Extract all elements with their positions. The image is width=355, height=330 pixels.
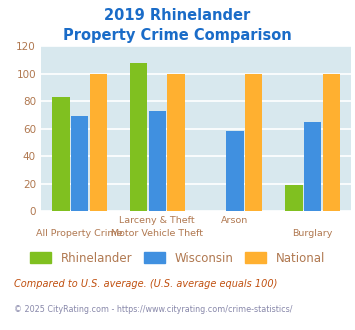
Text: © 2025 CityRating.com - https://www.cityrating.com/crime-statistics/: © 2025 CityRating.com - https://www.city… — [14, 305, 293, 314]
Text: Compared to U.S. average. (U.S. average equals 100): Compared to U.S. average. (U.S. average … — [14, 279, 278, 289]
Text: Motor Vehicle Theft: Motor Vehicle Theft — [111, 229, 203, 238]
Text: Property Crime Comparison: Property Crime Comparison — [63, 28, 292, 43]
Bar — [89, 74, 107, 211]
Text: All Property Crime: All Property Crime — [37, 229, 123, 238]
Bar — [323, 74, 340, 211]
Text: Larceny & Theft: Larceny & Theft — [120, 216, 195, 225]
Bar — [226, 131, 244, 211]
Text: Arson: Arson — [221, 216, 248, 225]
Bar — [245, 74, 262, 211]
Legend: Rhinelander, Wisconsin, National: Rhinelander, Wisconsin, National — [25, 247, 330, 269]
Text: Burglary: Burglary — [293, 229, 333, 238]
Text: 2019 Rhinelander: 2019 Rhinelander — [104, 8, 251, 23]
Bar — [130, 63, 147, 211]
Bar — [71, 116, 88, 211]
Bar — [149, 111, 166, 211]
Bar — [167, 74, 185, 211]
Bar — [285, 185, 303, 211]
Bar — [304, 122, 321, 211]
Bar — [52, 97, 70, 211]
